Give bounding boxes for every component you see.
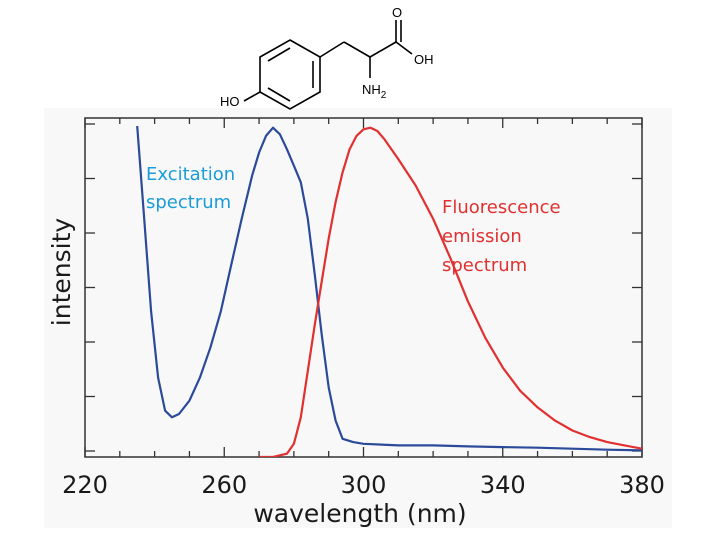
y-axis-label: intensity [47,218,76,327]
oxygen-label: O [392,5,402,20]
chart-group: 220 260 300 340 380 [62,117,665,499]
flu-label-line: emission [442,226,522,247]
flu-label-line: Fluorescence [442,197,561,218]
x-tick-label: 340 [480,471,526,499]
x-tick-label: 380 [619,471,665,499]
exc-label-line: Excitation [146,164,235,185]
flu-label-line: spectrum [442,255,527,276]
x-tick-label: 220 [62,471,108,499]
hydroxyl-label: OH [414,52,434,67]
amine-label: NH2 [362,82,387,101]
molecule-structure [243,20,413,110]
ho-label: HO [220,94,240,109]
excitation-label: Excitation spectrum [146,164,235,213]
x-axis-label: wavelength (nm) [253,499,466,528]
plot-background [44,108,672,528]
x-tick-label: 300 [341,471,387,499]
exc-label-line: spectrum [146,192,231,213]
fluorescence-label: Fluorescence emission spectrum [442,197,561,276]
fluorescence-series-line [259,126,642,457]
excitation-series-line [136,125,642,452]
x-tick-label: 260 [201,471,247,499]
